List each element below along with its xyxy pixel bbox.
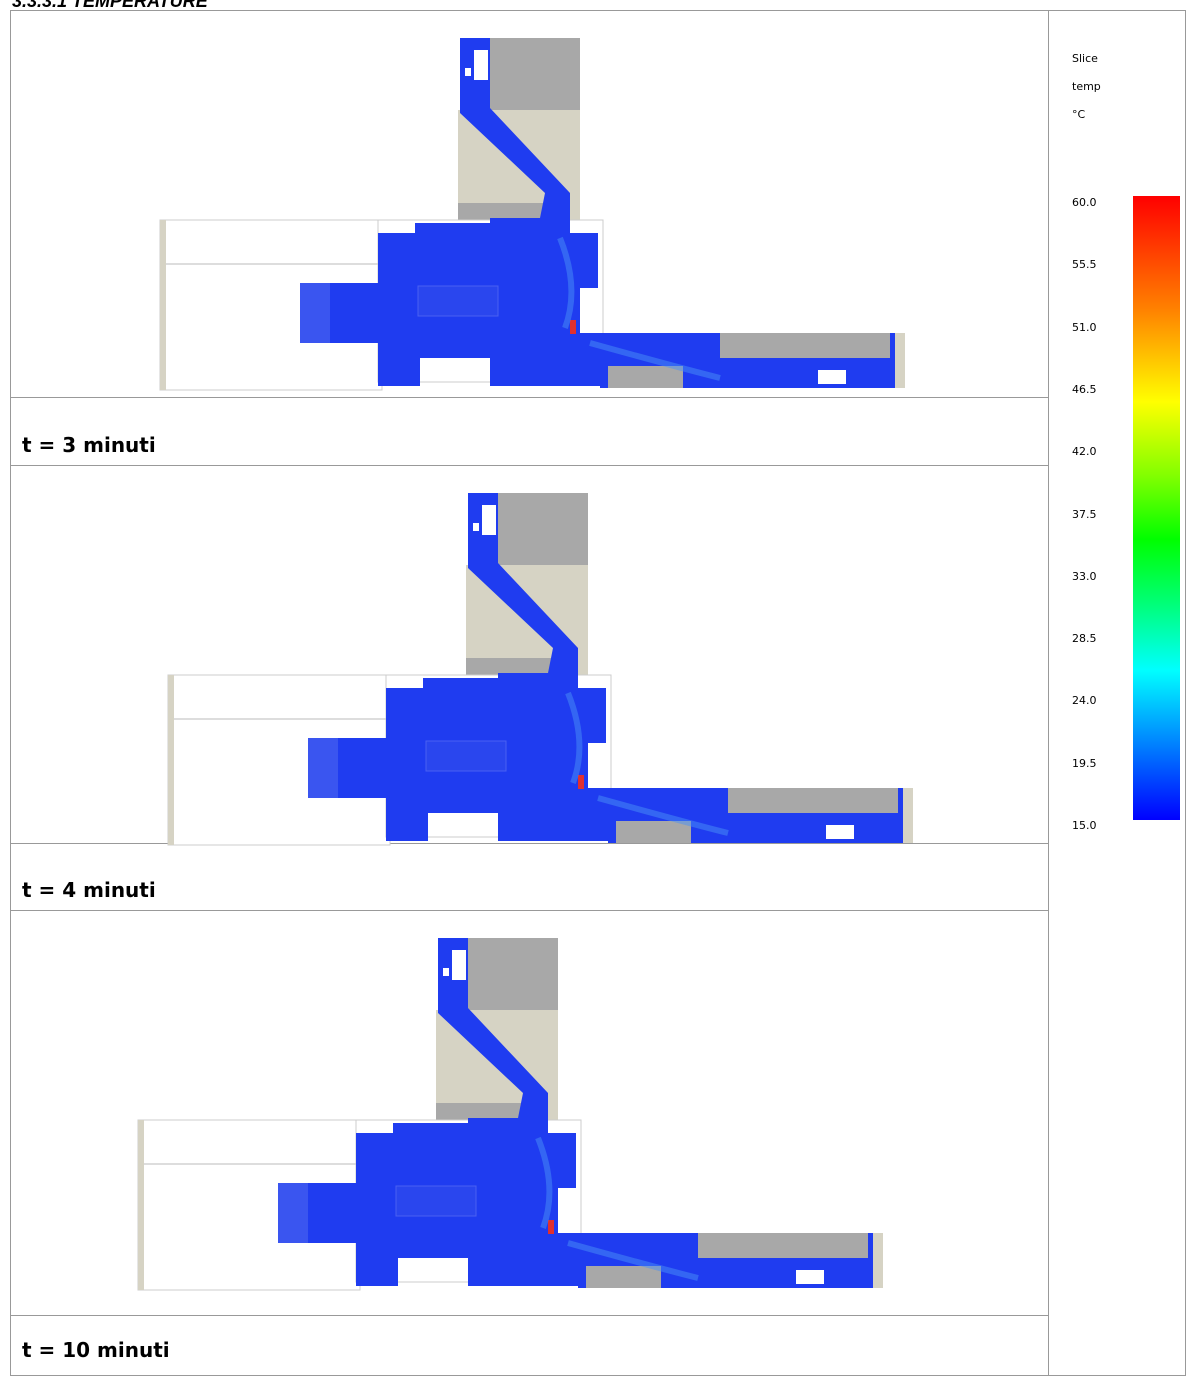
divider [10, 910, 1049, 911]
legend-label: 37.5 [1072, 507, 1097, 521]
section-title: 3.3.3.1 TEMPERATURE [12, 0, 208, 11]
colorbar [1133, 196, 1180, 820]
caption: t = 10 minuti [22, 1338, 170, 1362]
divider [10, 843, 1049, 844]
legend-label: 51.0 [1072, 320, 1097, 334]
divider [10, 1315, 1049, 1316]
divider [10, 465, 1049, 466]
legend-label: 33.0 [1072, 569, 1097, 583]
divider [1048, 10, 1049, 1376]
legend-label: 28.5 [1072, 632, 1097, 646]
legend-unit: °C [1072, 108, 1086, 121]
legend-label: 46.5 [1072, 382, 1097, 396]
caption: t = 3 minuti [22, 433, 156, 457]
divider [10, 397, 1049, 398]
legend-label: 42.0 [1072, 445, 1097, 459]
legend-label: 19.5 [1072, 756, 1097, 770]
floor-plan [168, 493, 913, 845]
floor-plan [160, 38, 905, 390]
legend-label: 60.0 [1072, 196, 1097, 209]
legend-label: 24.0 [1072, 694, 1097, 708]
floor-plan [138, 938, 883, 1290]
legend-label: 15.0 [1072, 819, 1097, 832]
legend-title: temp [1072, 80, 1101, 93]
legend-label: 55.5 [1072, 258, 1097, 272]
legend-title: Slice [1072, 52, 1098, 65]
caption: t = 4 minuti [22, 878, 156, 902]
